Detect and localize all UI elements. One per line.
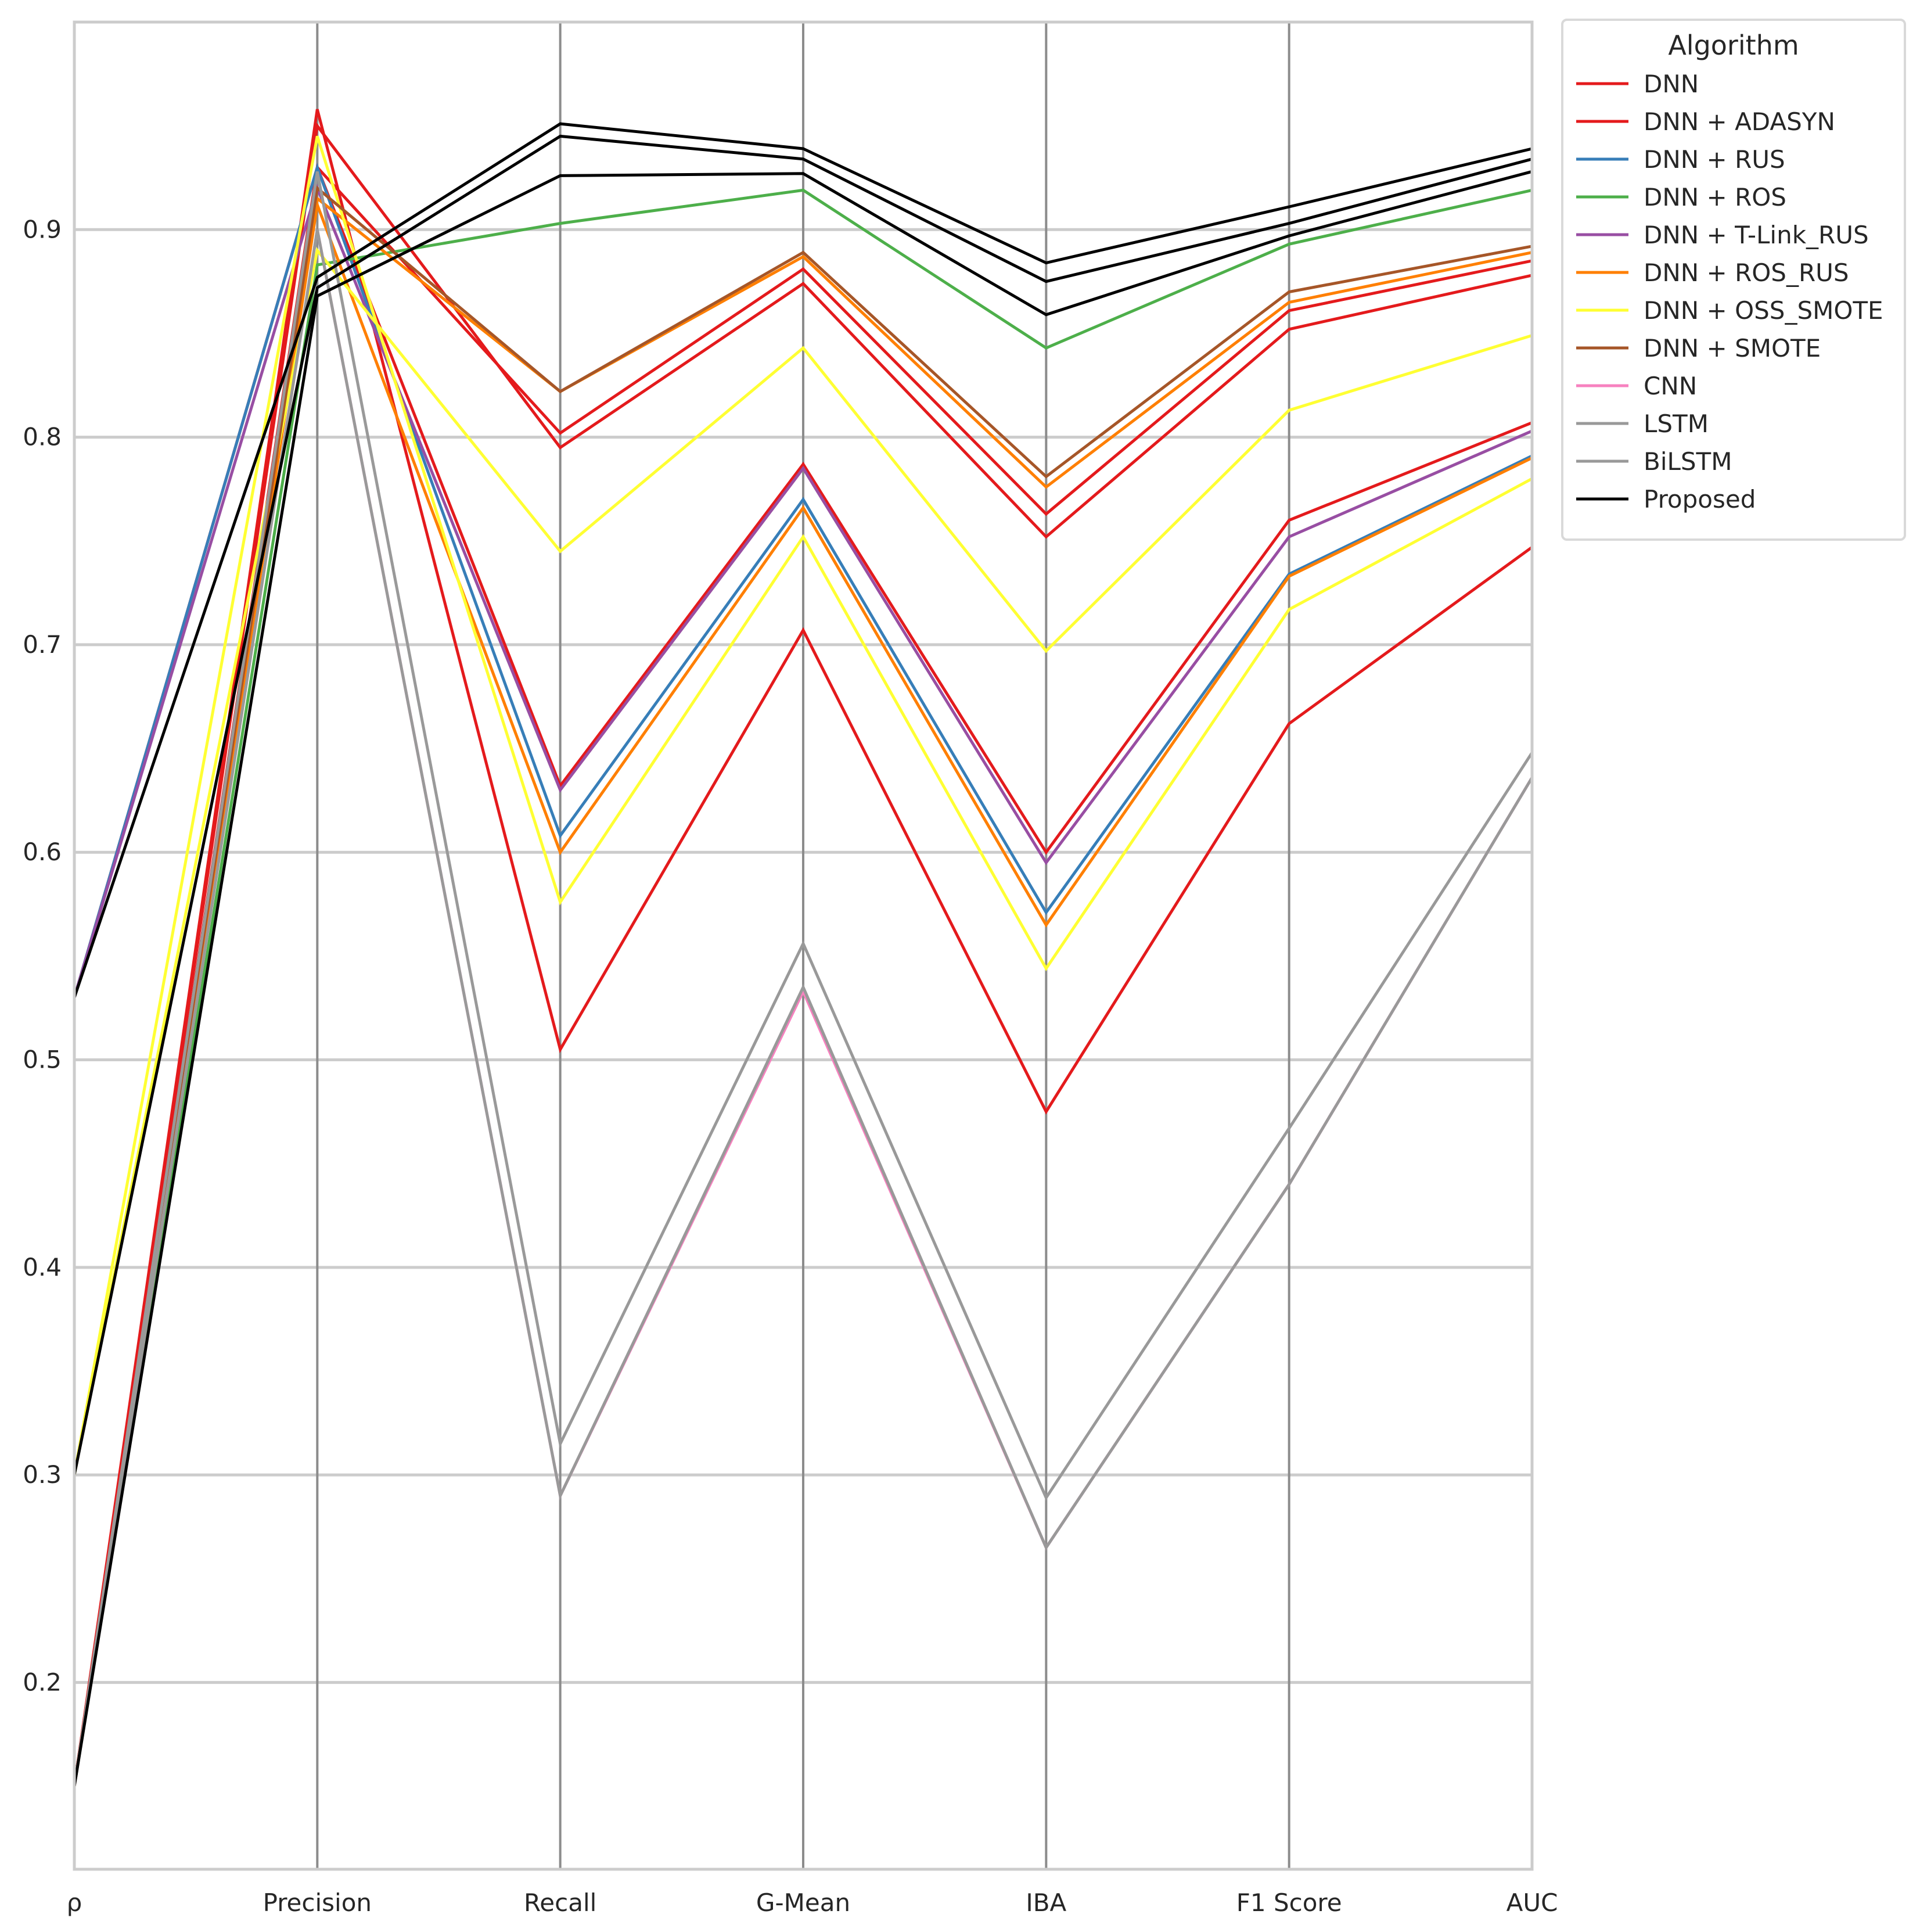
legend-label: DNN + ADASYN	[1644, 107, 1835, 136]
legend-label: BiLSTM	[1644, 447, 1732, 476]
y-tick-label: 0.3	[23, 1460, 62, 1489]
series-line	[73, 247, 1533, 1475]
y-tick-label: 0.2	[23, 1668, 62, 1696]
x-tick-labels: ρ Precision Recall G-Mean IBA F1 Score AUC	[67, 1888, 1558, 1917]
series-line	[73, 135, 1533, 1475]
series-lines	[73, 109, 1534, 1787]
series-line	[73, 171, 1534, 1787]
series-line	[73, 170, 1533, 1787]
x-tick-label: G-Mean	[756, 1888, 850, 1917]
legend: Algorithm DNN DNN + ADASYN DNN + RUS DNN + …	[1561, 19, 1906, 541]
legend-label: DNN + RUS	[1644, 145, 1785, 174]
y-tick-label: 0.5	[23, 1046, 62, 1074]
y-tick-label: 0.8	[23, 423, 62, 451]
legend-label: DNN + SMOTE	[1644, 334, 1821, 362]
series-line	[73, 109, 1533, 1787]
legend-label: DNN + T-Link_RUS	[1644, 221, 1869, 249]
legend-label: Proposed	[1644, 485, 1756, 513]
x-tick-label: AUC	[1506, 1888, 1558, 1917]
legend-label: LSTM	[1644, 410, 1709, 438]
legend-box	[1561, 19, 1906, 541]
legend-label: DNN	[1644, 70, 1699, 98]
legend-title: Algorithm	[1668, 30, 1799, 61]
y-tick-label: 0.9	[23, 215, 62, 243]
y-tick-label: 0.7	[23, 630, 62, 659]
x-tick-label: Precision	[263, 1888, 372, 1917]
x-tick-label: ρ	[67, 1888, 82, 1917]
series-line	[73, 134, 1533, 1475]
x-tick-label: Recall	[524, 1888, 596, 1917]
plot-frame-rect	[73, 20, 1534, 1871]
y-tick-label: 0.6	[23, 838, 62, 866]
x-tick-label: F1 Score	[1236, 1888, 1342, 1917]
y-tick-labels: 0.2 0.3 0.4 0.5 0.6 0.7 0.8 0.9	[23, 215, 62, 1696]
series-line	[73, 163, 1533, 999]
series-line	[73, 196, 1533, 1787]
legend-label: DNN + OSS_SMOTE	[1644, 296, 1883, 325]
series-line	[73, 188, 1533, 1787]
plot-frame	[73, 20, 1534, 1871]
legend-label: DNN + ROS_RUS	[1644, 258, 1849, 287]
series-line	[73, 229, 1534, 1787]
series-line	[73, 185, 1533, 1787]
x-tick-label: IBA	[1026, 1888, 1066, 1917]
y-tick-label: 0.4	[23, 1253, 62, 1281]
series-line	[73, 122, 1533, 1787]
legend-label: CNN	[1644, 372, 1697, 400]
series-line	[73, 122, 1533, 999]
legend-label: DNN + ROS	[1644, 183, 1786, 211]
